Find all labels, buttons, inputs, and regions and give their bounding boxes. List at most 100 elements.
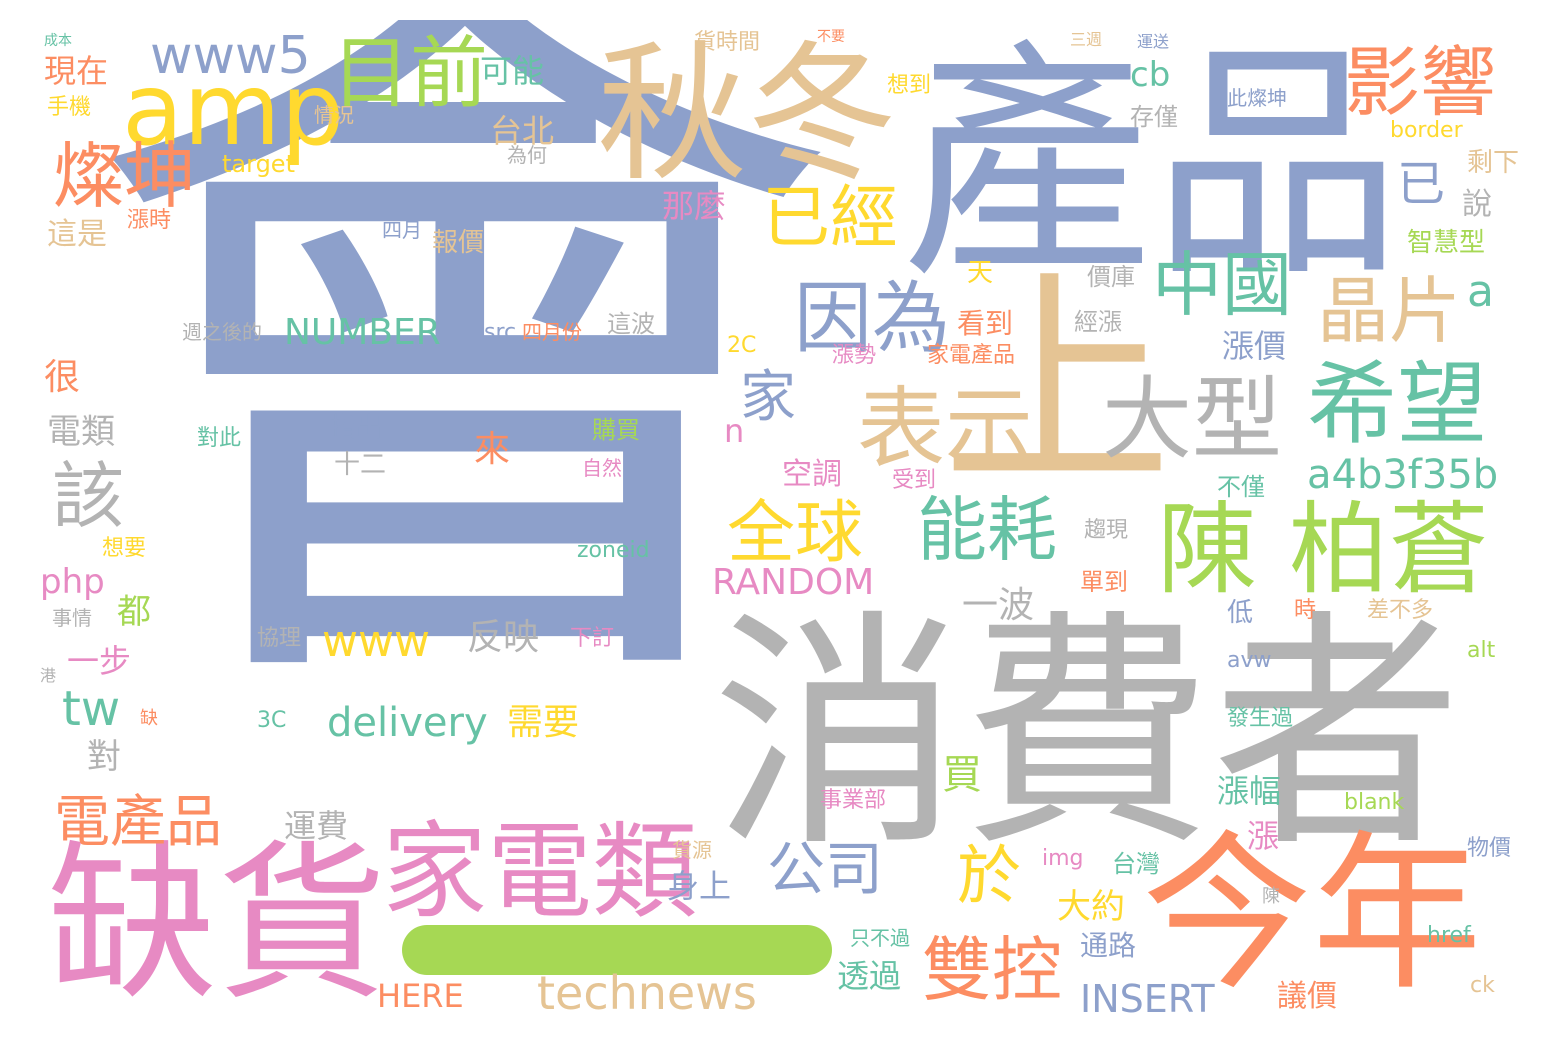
word-jiaku: 價庫 bbox=[1087, 263, 1135, 291]
word-xiwang: 希望 bbox=[1307, 352, 1487, 457]
word-quanqiu: 全球 bbox=[727, 494, 864, 573]
word-jingpian: 晶片 bbox=[1317, 269, 1462, 353]
word-siyue: 四月 bbox=[382, 218, 422, 242]
word-technews: technews bbox=[537, 966, 757, 1020]
word-zhihuixing: 智慧型 bbox=[1407, 228, 1486, 258]
word-xuyao: 需要 bbox=[507, 702, 580, 743]
word-jiadianlei: 家電類 bbox=[382, 811, 698, 933]
word-dianchanpin: 電產品 bbox=[54, 790, 222, 855]
word-lai: 來 bbox=[474, 429, 511, 470]
word-fanying: 反映 bbox=[467, 617, 540, 658]
word-name: 那麼 bbox=[662, 187, 727, 225]
word-yinwei: 因為 bbox=[794, 274, 951, 364]
word-target: target bbox=[222, 150, 295, 178]
word-hui: 會 bbox=[82, 20, 842, 782]
word-yi-dash bbox=[402, 925, 832, 975]
word-buyao: 不要 bbox=[817, 29, 845, 45]
word-3c: 3C bbox=[257, 708, 287, 733]
word-chanpin: 產品 bbox=[902, 20, 1402, 310]
word-yibu: 一步 bbox=[67, 642, 132, 680]
word-cunjin: 存僅 bbox=[1130, 103, 1178, 131]
word-siyuefen: 四月份 bbox=[522, 320, 582, 344]
word-tonglu: 通路 bbox=[1080, 929, 1137, 962]
word-yingxiang: 影響 bbox=[1344, 38, 1496, 127]
word-xieli: 協理 bbox=[257, 626, 302, 651]
word-tian: 天 bbox=[967, 258, 994, 288]
word-img: img bbox=[1042, 846, 1084, 871]
word-gai: 該 bbox=[52, 454, 125, 538]
word-chen: 陳 bbox=[1262, 886, 1280, 907]
word-zhongguo: 中國 bbox=[1152, 244, 1292, 326]
word-chengben: 成本 bbox=[44, 33, 72, 49]
word-zhouzhihoude: 週之後的 bbox=[182, 320, 262, 344]
word-wujia: 物價 bbox=[1467, 836, 1512, 861]
word-baojia: 報價 bbox=[432, 228, 485, 258]
word-shang: 上 bbox=[942, 251, 1173, 518]
word-jiadianchanpin: 家電產品 bbox=[927, 343, 1016, 368]
word-cicankun: 此燦坤 bbox=[1227, 86, 1287, 110]
word-xiangyao: 想要 bbox=[102, 536, 147, 561]
word-taibei: 台北 bbox=[490, 112, 555, 150]
word-gang: 港 bbox=[40, 666, 57, 685]
word-shouji: 手機 bbox=[47, 95, 92, 120]
word-here: HERE bbox=[377, 977, 464, 1015]
word-shoudao: 受到 bbox=[892, 468, 937, 493]
word-zhangshi2: 漲勢 bbox=[832, 343, 877, 368]
word-gongsi: 公司 bbox=[767, 835, 884, 903]
word-jia: 家 bbox=[740, 365, 796, 430]
word-zhangshi: 漲時 bbox=[127, 208, 172, 233]
word-qingkuang: 情況 bbox=[314, 103, 354, 127]
word-xianzai: 現在 bbox=[44, 52, 109, 90]
word-www: www bbox=[322, 616, 430, 667]
word-mai: 買 bbox=[942, 752, 982, 798]
word-insert: INSERT bbox=[1080, 977, 1215, 1021]
word-ziran: 自然 bbox=[582, 456, 622, 480]
word-quehuo: 缺貨 bbox=[47, 826, 388, 1024]
word-shuangkong: 雙控 bbox=[922, 929, 1062, 1011]
word-que: 缺 bbox=[140, 708, 158, 729]
word-jingzhang: 經漲 bbox=[1074, 308, 1122, 336]
word-php: php bbox=[40, 562, 105, 602]
word-cloud: 會 產品 消費者 秋冬 上 缺貨 今年 家電類 陳 柏蒼 amp 燦坤 目前 w… bbox=[22, 20, 1522, 1030]
word-goumai: 購買 bbox=[592, 416, 640, 444]
word-sanzhou: 三週 bbox=[1070, 30, 1103, 49]
word-qushi: 趨現 bbox=[1084, 518, 1129, 543]
word-qiudong: 秋冬 bbox=[597, 28, 898, 202]
word-xiaofeizhe: 消費者 bbox=[712, 589, 1462, 880]
word-a: a bbox=[1467, 266, 1494, 317]
word-xiangdao: 想到 bbox=[887, 73, 932, 98]
word-amp: amp bbox=[122, 51, 345, 168]
word-zhebo: 這波 bbox=[607, 310, 655, 338]
word-yibo: 一波 bbox=[962, 585, 1035, 626]
word-shuo: 說 bbox=[1462, 187, 1492, 222]
word-nenghao: 能耗 bbox=[917, 489, 1057, 571]
word-biaoshi: 表示 bbox=[857, 377, 1034, 480]
word-avw: avw bbox=[1227, 648, 1272, 673]
word-muqian: 目前 bbox=[332, 29, 489, 119]
word-zhangfu: 漲幅 bbox=[1217, 772, 1282, 810]
word-chen-bocang: 陳 柏蒼 bbox=[1157, 491, 1489, 608]
word-cb: cb bbox=[1130, 55, 1171, 95]
word-shenshang: 身上 bbox=[667, 867, 732, 905]
word-delivery: delivery bbox=[327, 700, 488, 746]
word-border: border bbox=[1390, 118, 1463, 143]
word-weihe: 為何 bbox=[507, 143, 547, 167]
word-blank: blank bbox=[1344, 790, 1405, 815]
word-zhang: 漲 bbox=[1247, 817, 1280, 855]
word-dayue: 大約 bbox=[1057, 887, 1125, 927]
word-zheshi: 這是 bbox=[47, 217, 107, 252]
word-zhichu: 指出 bbox=[330, 413, 383, 443]
word-hen: 很 bbox=[44, 357, 81, 398]
word-href: href bbox=[1427, 923, 1471, 948]
word-kongtiao: 空調 bbox=[782, 457, 842, 492]
word-daxing: 大型 bbox=[1102, 367, 1282, 472]
word-yunsong: 運送 bbox=[1137, 32, 1170, 51]
word-di: 低 bbox=[1227, 598, 1254, 628]
word-chabuduo: 差不多 bbox=[1367, 598, 1434, 623]
word-yi: 已 bbox=[1397, 156, 1446, 212]
word-yu: 於 bbox=[957, 840, 1021, 914]
word-www5: www5 bbox=[150, 26, 311, 86]
word-yijia: 議價 bbox=[1277, 979, 1337, 1014]
word-shi: 時 bbox=[1294, 598, 1317, 623]
word-dandao: 單到 bbox=[1080, 568, 1128, 596]
